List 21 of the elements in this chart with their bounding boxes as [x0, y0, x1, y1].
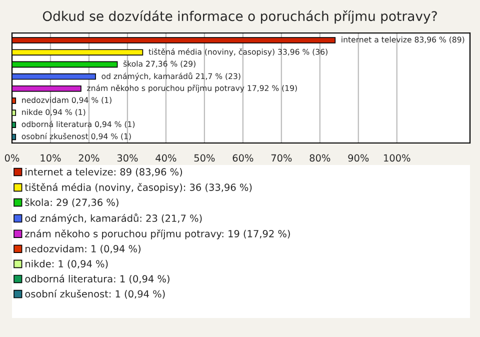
- legend-label: znám někoho s poruchou příjmu potravy: 19 (17,92 %): [25, 229, 290, 240]
- x-tick-label: 10%: [40, 154, 61, 162]
- legend-label: nedozvidam: 1 (0,94 %): [26, 244, 140, 254]
- legend-label: od známých, kamarádů: 23 (21,7 %): [25, 214, 202, 224]
- x-tick-label: 50%: [194, 154, 215, 162]
- legend-label: škola: 29 (27,36 %): [25, 198, 118, 208]
- x-tick-label: 90%: [348, 154, 369, 162]
- x-tick-label: 0%: [4, 154, 20, 162]
- x-tick-label: 60%: [232, 154, 254, 162]
- legend-label: odborná literatura: 1 (0,94 %): [25, 274, 170, 284]
- x-tick-label: 70%: [271, 154, 292, 162]
- x-tick-label: 30%: [117, 154, 138, 162]
- legend-label: tištěná média (noviny, časopisy): 36 (33,96 %): [24, 183, 252, 193]
- x-tick-label: 100%: [384, 154, 410, 162]
- x-tick-label: 80%: [310, 154, 330, 162]
- chart-title: Odkud se dozvídáte informace o poruchách příjmu potravy?: [42, 10, 437, 24]
- x-tick-label: 40%: [156, 154, 176, 162]
- legend-label: nikde: 1 (0,94 %): [26, 260, 108, 269]
- legend-label: osobní zkušenost: 1 (0,94 %): [25, 290, 165, 299]
- legend-label: internet a televize: 89 (83,96 %): [26, 168, 182, 177]
- x-tick-label: 20%: [78, 154, 100, 162]
